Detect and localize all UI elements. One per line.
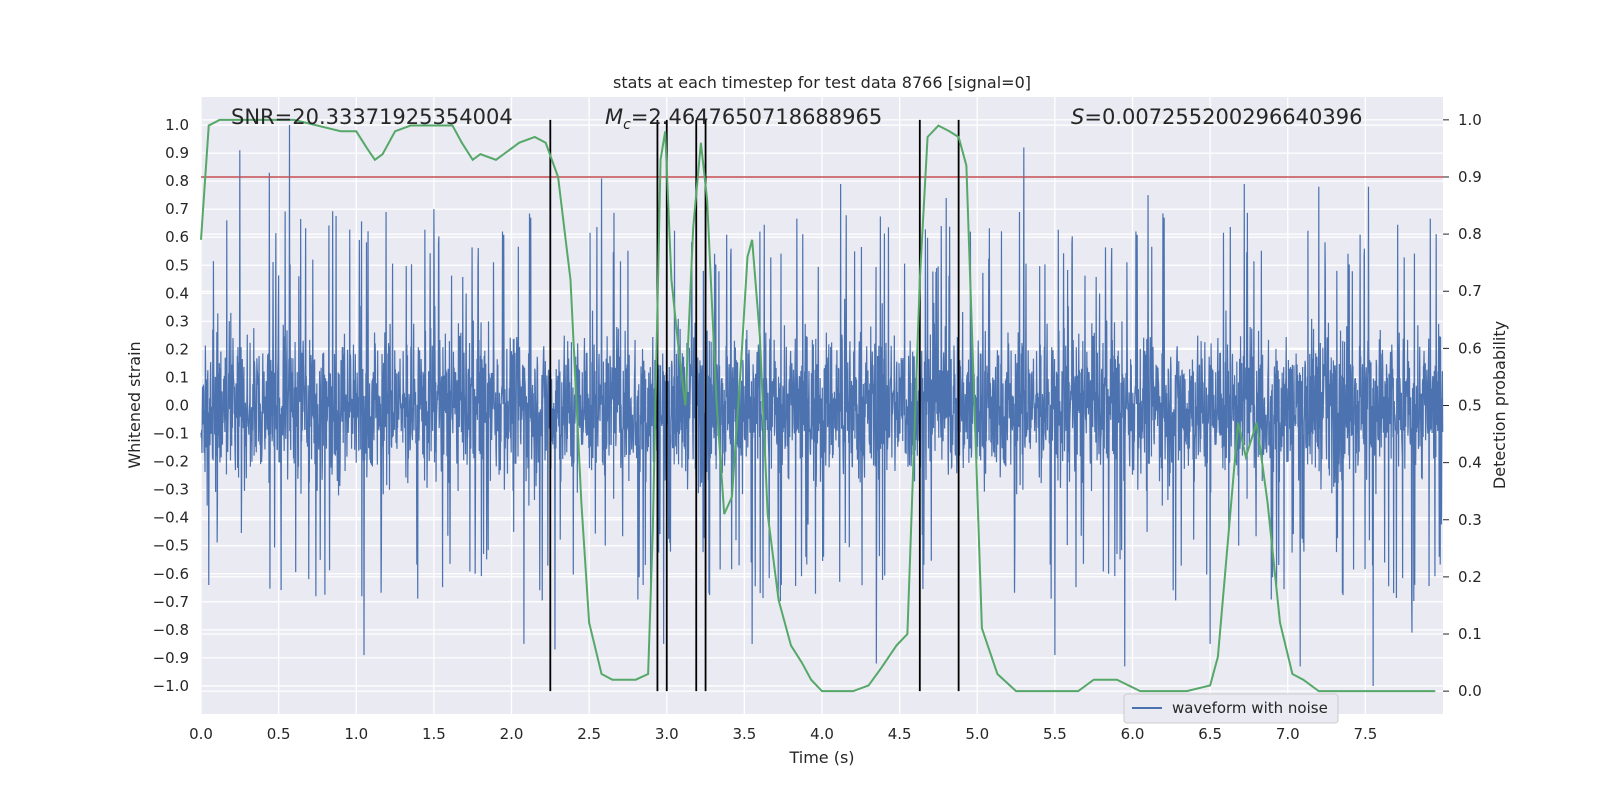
snr-annotation: SNR=20.33371925354004 (231, 105, 513, 129)
x-tick-label: 3.0 (655, 725, 679, 743)
x-tick-label: 0.0 (189, 725, 213, 743)
y2-tick-label: 0.1 (1458, 625, 1482, 643)
y2-tick-label: 0.5 (1458, 397, 1482, 415)
mc-annotation: Mc=2.4647650718688965 (605, 105, 882, 133)
s-value: =0.007255200296640396 (1084, 105, 1362, 129)
x-tick-labels: 0.0 0.5 1.0 1.5 2.0 2.5 3.0 3.5 4.0 4.5 5.0 5.5 6.0 6… (189, 725, 1377, 743)
y-tick-label: 0.9 (165, 144, 189, 162)
x-tick-label: 6.5 (1198, 725, 1222, 743)
y-tick-label: −0.7 (153, 593, 189, 611)
y-tick-label: 0.1 (165, 368, 189, 386)
y-tick-label: −0.4 (153, 509, 189, 527)
y-tick-label: 0.5 (165, 256, 189, 274)
mc-value: =2.4647650718688965 (631, 105, 882, 129)
y2-tick-label: 0.6 (1458, 339, 1482, 357)
x-tick-label: 6.0 (1121, 725, 1145, 743)
y-tick-label: 0.7 (165, 200, 189, 218)
x-tick-label: 5.5 (1043, 725, 1067, 743)
y-tick-label: −0.8 (153, 621, 189, 639)
y2-axis-label: Detection probability (1490, 321, 1509, 489)
s-annotation: S=0.007255200296640396 (1071, 105, 1362, 129)
legend-label: waveform with noise (1172, 699, 1328, 717)
x-tick-label: 2.5 (577, 725, 601, 743)
y2-tick-label: 0.9 (1458, 168, 1482, 186)
y-tick-label: −1.0 (153, 677, 189, 695)
y-tick-label: 0.0 (165, 397, 189, 415)
x-tick-label: 2.0 (500, 725, 524, 743)
y2-tick-label: 0.0 (1458, 682, 1482, 700)
y2-tick-label: 0.3 (1458, 511, 1482, 529)
y-tick-label: −0.9 (153, 649, 189, 667)
y2-tick-labels: 1.0 0.9 0.8 0.7 0.6 0.5 0.4 0.3 0.2 0.1 0.0 (1443, 111, 1482, 700)
chart-title: stats at each timestep for test data 876… (613, 73, 1031, 92)
y2-tick-label: 0.2 (1458, 568, 1482, 586)
y2-tick-label: 0.4 (1458, 454, 1482, 472)
waveform-series (200, 125, 1444, 686)
y2-tick-label: 0.8 (1458, 225, 1482, 243)
detection-probability-series (200, 118, 1436, 693)
x-tick-label: 7.0 (1276, 725, 1300, 743)
y-axis-label: Whitened strain (125, 341, 144, 468)
y2-tick-label: 1.0 (1458, 111, 1482, 129)
x-tick-label: 4.5 (888, 725, 912, 743)
y-tick-label: −0.6 (153, 565, 189, 583)
x-tick-label: 3.5 (732, 725, 756, 743)
legend-box (1123, 693, 1339, 724)
y-tick-label: 0.4 (165, 284, 189, 302)
detection-probability-line (200, 118, 1436, 693)
y-tick-label: −0.3 (153, 481, 189, 499)
y-tick-label: 0.8 (165, 172, 189, 190)
waveform-line (200, 125, 1444, 686)
y-tick-label: 1.0 (165, 116, 189, 134)
x-tick-label: 1.0 (344, 725, 368, 743)
x-tick-label: 4.0 (810, 725, 834, 743)
y-tick-label: 0.3 (165, 312, 189, 330)
x-tick-label: 7.5 (1353, 725, 1377, 743)
y-tick-label: −0.1 (153, 425, 189, 443)
y-tick-label: 0.6 (165, 228, 189, 246)
x-tick-label: 1.5 (422, 725, 446, 743)
y-tick-label: 0.2 (165, 340, 189, 358)
x-axis-label: Time (s) (788, 748, 854, 767)
x-tick-label: 0.5 (267, 725, 291, 743)
vertical-lines (549, 119, 960, 692)
y2-tick-label: 0.7 (1458, 282, 1482, 300)
y-tick-label: −0.2 (153, 453, 189, 471)
y-tick-label: −0.5 (153, 537, 189, 555)
y-tick-labels: 1.0 0.9 0.8 0.7 0.6 0.5 0.4 0.3 0.2 0.1 0.0 −0.1 −0.… (153, 116, 189, 695)
legend: waveform with noise (1123, 693, 1339, 724)
mc-subscript: c (623, 117, 631, 133)
x-tick-label: 5.0 (965, 725, 989, 743)
mc-symbol: M (605, 105, 623, 129)
s-symbol: S (1071, 105, 1084, 129)
